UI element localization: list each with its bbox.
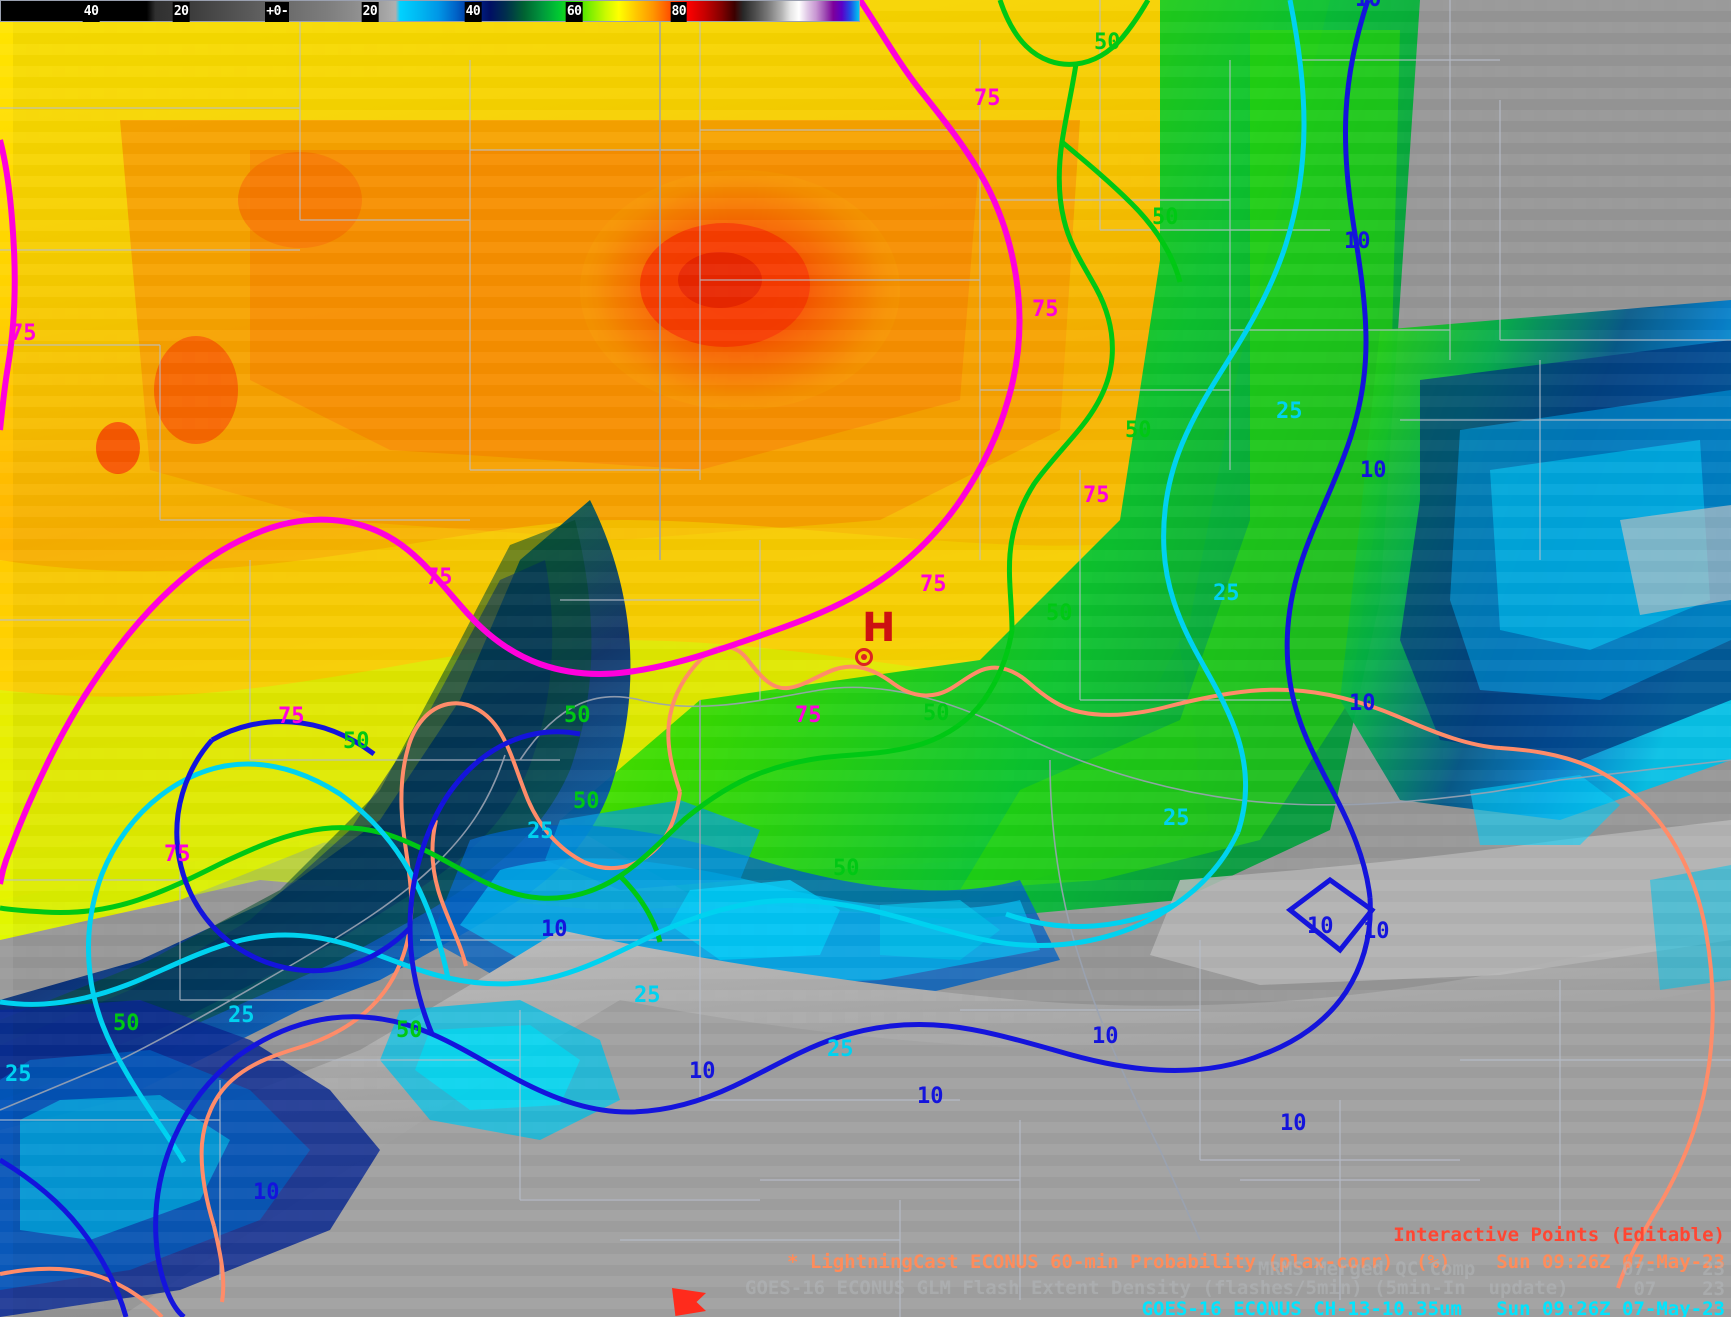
contour-label-25-24: 25: [634, 983, 661, 1008]
contour-label-25-27: 25: [5, 1062, 32, 1087]
contour-label-75-0: 75: [10, 321, 37, 346]
high-pressure-marker: H: [862, 605, 896, 651]
goes-caption[interactable]: GOES-16 ECONUS CH-13-10.35um Sun 09:26Z …: [1141, 1298, 1725, 1317]
contour-label-75-7: 75: [1032, 297, 1059, 322]
contour-label-75-2: 75: [278, 704, 305, 729]
contour-label-75-1: 75: [426, 565, 453, 590]
glm-caption[interactable]: GOES-16 ECONUS GLM Flash Extent Density …: [745, 1277, 1569, 1299]
interactive-points-label[interactable]: Interactive Points (Editable): [1393, 1224, 1725, 1246]
mrms-timestamp-1: 07- 23: [1622, 1258, 1725, 1280]
mrms-caption[interactable]: MRMS Merged QC Comp: [1258, 1258, 1476, 1280]
contour-label-25-22: 25: [1163, 806, 1190, 831]
contour-label-10-28: 10: [1355, 0, 1382, 12]
contour-label-50-16: 50: [573, 789, 600, 814]
contour-label-50-9: 50: [1094, 30, 1121, 55]
contour-label-75-8: 75: [974, 86, 1001, 111]
contour-label-10-33: 10: [1363, 919, 1390, 944]
contour-label-25-23: 25: [527, 819, 554, 844]
colorbar-tick-2: +0-: [265, 2, 290, 22]
colorbar-tick-3: 20: [361, 2, 379, 22]
contour-label-75-4: 75: [795, 703, 822, 728]
contour-label-75-6: 75: [1083, 483, 1110, 508]
contour-label-75-5: 75: [920, 572, 947, 597]
contour-label-50-13: 50: [923, 701, 950, 726]
mrms-timestamp-2: 07 23: [1633, 1278, 1725, 1300]
contour-10: [0, 0, 1376, 1317]
colorbar-tick-0: 40: [82, 2, 100, 22]
contour-label-25-20: 25: [1276, 399, 1303, 424]
contour-label-25-21: 25: [1213, 581, 1240, 606]
contour-label-10-37: 10: [917, 1084, 944, 1109]
contour-label-10-39: 10: [253, 1180, 280, 1205]
contour-label-25-25: 25: [827, 1037, 854, 1062]
colorbar-tick-1: 20: [172, 2, 190, 22]
contour-label-10-36: 10: [689, 1059, 716, 1084]
colorbar-gradient: [1, 1, 859, 21]
contour-label-10-32: 10: [1307, 914, 1334, 939]
contour-label-50-10: 50: [1152, 205, 1179, 230]
colorbar[interactable]: 40 20 +0- 20 40 60 80: [0, 0, 860, 22]
contour-label-10-34: 10: [1092, 1024, 1119, 1049]
contour-label-10-30: 10: [1360, 458, 1387, 483]
contour-label-10-29: 10: [1344, 229, 1371, 254]
contour-label-50-15: 50: [564, 703, 591, 728]
contour-label-10-35: 10: [1280, 1111, 1307, 1136]
contour-label-50-17: 50: [343, 729, 370, 754]
contour-label-50-19: 50: [396, 1018, 423, 1043]
contour-label-10-31: 10: [1349, 691, 1376, 716]
contour-label-75-3: 75: [164, 842, 191, 867]
contour-75: [0, 0, 1023, 885]
contour-label-50-14: 50: [833, 856, 860, 881]
contour-label-50-11: 50: [1125, 418, 1152, 443]
interactive-point-marker[interactable]: [855, 648, 873, 666]
colorbar-tick-4: 40: [464, 2, 482, 22]
contour-label-50-12: 50: [1046, 601, 1073, 626]
contour-label-50-18: 50: [113, 1011, 140, 1036]
colorbar-tick-6: 80: [670, 2, 688, 22]
colorbar-tick-5: 60: [565, 2, 583, 22]
contour-label-25-26: 25: [228, 1003, 255, 1028]
lightningcast-caption[interactable]: * LightningCast ECONUS 60-min Probabilit…: [787, 1251, 1725, 1273]
contour-label-10-38: 10: [541, 917, 568, 942]
contour-25: [0, 0, 1307, 1164]
